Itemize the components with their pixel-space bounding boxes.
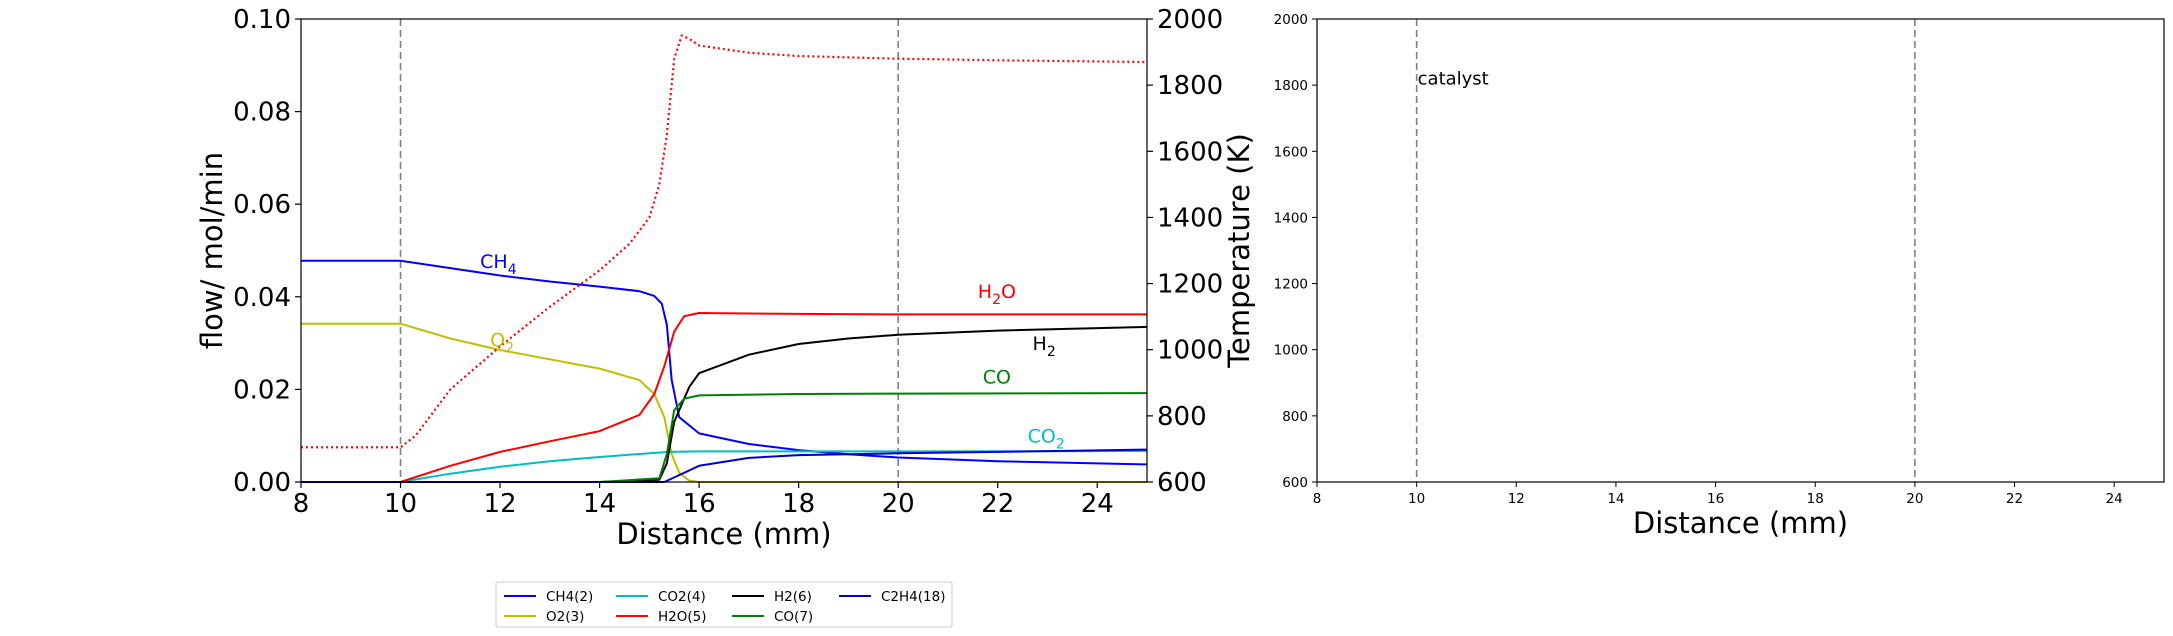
y-tick-label: 0.04 [233, 283, 291, 313]
y2-axis-label: Temperature (K) [1222, 133, 1256, 369]
y-tick-label: 0.08 [233, 98, 291, 128]
chart-legend: CH4(2) O2(3) CO2(4) H2O(5) H2(6) CO(7) C2H4(18… [495, 581, 953, 628]
x-tick-label: 18 [1807, 491, 1824, 507]
y2-tick-label: 1600 [1157, 137, 1223, 167]
series-line-h2-6 [301, 325, 1148, 483]
x-tick-label: 10 [384, 489, 417, 519]
y2-tick-label: 1000 [1157, 336, 1223, 366]
y-tick-label: 800 [1282, 409, 1308, 425]
y2-tick-label: 600 [1157, 468, 1207, 498]
y-tick-label: 1800 [1274, 78, 1308, 94]
y2-tick-label: 1200 [1157, 270, 1223, 300]
legend-entry-h2-6: H2(6) [774, 589, 812, 605]
y-tick-label: 1400 [1274, 210, 1308, 226]
y-tick-label: 0.02 [233, 375, 291, 405]
series-line-co-7 [301, 392, 1148, 483]
species-annotation: CO2 [1028, 426, 1065, 453]
y-tick-label: 1200 [1274, 277, 1308, 293]
x-tick-label: 14 [583, 489, 616, 519]
x-tick-label: 8 [1313, 491, 1322, 507]
plot-frame [300, 18, 1148, 483]
series-line-ch4-2 [301, 259, 1148, 466]
y-axis-label: flow/ mol/min [195, 152, 229, 349]
x-tick-label: 12 [484, 489, 517, 519]
series-line-h2o-5 [301, 312, 1147, 483]
species-annotation: H2 [1033, 333, 1056, 360]
y2-tick-label: 1800 [1157, 71, 1223, 101]
species-annotation: H2O [978, 281, 1016, 308]
x-tick-label: 24 [1081, 489, 1114, 519]
y-tick-label: 0.06 [233, 190, 291, 220]
legend-entry-co2-4: CO2(4) [658, 589, 706, 605]
series-line-c2h4-18 [301, 448, 1148, 483]
y-tick-label: 600 [1282, 475, 1308, 491]
x-tick-label: 24 [2106, 491, 2123, 507]
y-tick-label: 2000 [1274, 12, 1308, 28]
series-line-co2-4 [301, 450, 1148, 483]
y2-tick-label: 2000 [1157, 5, 1223, 35]
plot-frame [1316, 18, 2165, 483]
x-tick-label: 22 [981, 489, 1014, 519]
x-axis-label: Distance (mm) [1633, 506, 1848, 540]
x-tick-label: 22 [2006, 491, 2023, 507]
x-tick-label: 8 [293, 489, 310, 519]
species-annotation: O2 [490, 329, 514, 356]
species-annotation: CO [983, 366, 1011, 388]
legend-entry-ch4-2: CH4(2) [546, 589, 593, 605]
x-tick-label: 14 [1607, 491, 1624, 507]
y-tick-label: 1000 [1274, 343, 1308, 359]
x-tick-label: 18 [782, 489, 815, 519]
species-annotation: CH4 [480, 251, 517, 278]
y2-tick-label: 1400 [1157, 203, 1223, 233]
x-tick-label: 10 [1408, 491, 1425, 507]
catalyst-label: catalyst [1418, 69, 1489, 90]
series-line-o2-3 [301, 322, 1147, 483]
y-tick-label: 1600 [1274, 144, 1308, 160]
x-tick-label: 16 [1707, 491, 1724, 507]
legend-entry-o2-3: O2(3) [546, 609, 584, 625]
x-axis-label: Distance (mm) [616, 517, 831, 551]
legend-entry-co-7: CO(7) [774, 609, 813, 625]
legend-entry-c2h4-18: C2H4(18) [881, 589, 945, 605]
x-tick-label: 20 [882, 489, 915, 519]
x-tick-label: 20 [1906, 491, 1923, 507]
x-tick-label: 16 [683, 489, 716, 519]
legend-entry-h2o-5: H2O(5) [658, 609, 707, 625]
y-tick-label: 0.10 [233, 5, 291, 35]
y-tick-label: 0.00 [233, 468, 291, 498]
temperature-profile-chart: 8 10 12 14 16 18 20 22 24 600 800 1000 1200 1400 1600 1… [1274, 12, 2165, 540]
legend-frame [495, 581, 953, 628]
y2-tick-label: 800 [1157, 402, 1207, 432]
flow-temperature-chart: 8 10 12 14 16 18 20 22 24 0.00 0.02 0.04 0.06 0.08 0.1… [195, 5, 1256, 551]
x-tick-label: 12 [1508, 491, 1525, 507]
series-line-temperature [301, 34, 1148, 449]
